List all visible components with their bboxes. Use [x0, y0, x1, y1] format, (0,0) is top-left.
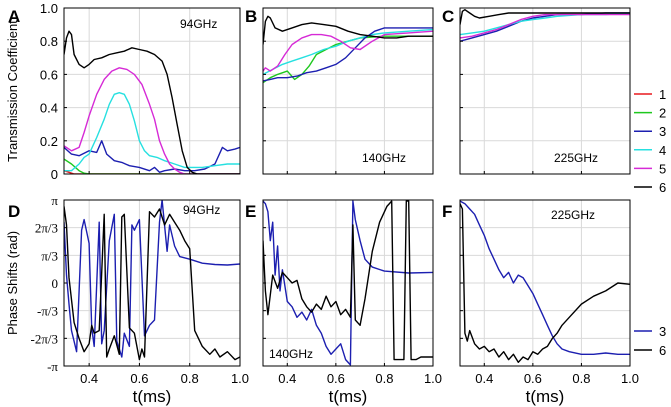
legend-bottom-label-6: 6: [659, 343, 666, 358]
panel-b-series-3: [263, 27, 433, 82]
panel-e-grid: [263, 199, 434, 367]
panel-a-ytick-label: 0.6: [40, 67, 58, 82]
panel-e-xtick-label: 0.8: [375, 371, 393, 386]
panel-d-ticks: 0.4 0.6 0.8 1.0 -π -2π/3 -π/3 0 π/3 2π/3 π: [30, 193, 249, 386]
panel-b-series: [263, 15, 433, 84]
xlabel-d: t(ms): [133, 387, 172, 406]
panel-a-series-6: [64, 30, 240, 174]
legend-top-label-2: 2: [659, 106, 666, 121]
panel-f-label: F: [442, 202, 452, 221]
legend-top-label-3: 3: [659, 124, 666, 139]
panel-d-ytick-label: -π: [47, 359, 58, 374]
panel-d-ytick-label: -2π/3: [30, 331, 58, 346]
panel-a-ytick-label: 0.8: [40, 34, 58, 49]
panel-c: C 225GHz: [442, 7, 631, 175]
panel-d-ylabel: Phase Shifts (rad): [5, 231, 20, 335]
panel-e-series-6: [263, 200, 433, 361]
panel-f-series-6: [460, 203, 630, 363]
panel-b-frame: [262, 7, 434, 175]
legend-top-label-5: 5: [659, 161, 666, 176]
panel-f-series: [460, 200, 630, 363]
panel-f-ticks: 0.4 0.6 0.8 1.0: [460, 199, 639, 386]
panel-a-grid: [64, 7, 241, 175]
panel-a: 0 0.2 0.4 0.6 0.8 1.0 A 94GHz Transmission Co…: [5, 1, 241, 182]
panel-c-series-6: [460, 8, 630, 25]
panel-a-ytick-label: 0: [51, 167, 58, 182]
panel-d-series: [64, 200, 240, 361]
panel-f-xtick-label: 0.6: [524, 371, 542, 386]
panel-d-xtick-label: 0.8: [181, 371, 199, 386]
panel-a-ylabel: Transmission Coefficient: [5, 20, 20, 162]
panel-c-series-5: [460, 13, 630, 39]
panel-c-annotation: 225GHz: [554, 151, 598, 165]
legend-bottom: 36: [634, 324, 666, 358]
panel-f-xtick-label: 0.4: [475, 371, 493, 386]
panel-e-ticks: 0.4 0.6 0.8 1.0: [263, 199, 442, 386]
panel-d-ytick-label: π/3: [41, 248, 58, 263]
panel-a-series: [64, 30, 240, 174]
panel-f-series-3: [460, 200, 630, 355]
panel-a-series-5: [64, 67, 240, 174]
panel-b-series-5: [263, 30, 433, 72]
panel-e-series-3: [263, 200, 433, 366]
panel-e-xtick-label: 1.0: [424, 371, 442, 386]
panel-f-xtick-label: 0.8: [572, 371, 590, 386]
panel-a-ytick-label: 0.2: [40, 134, 58, 149]
legend-top-label-4: 4: [659, 143, 666, 158]
panel-f-grid: [460, 199, 631, 367]
panel-e-xtick-label: 0.6: [327, 371, 345, 386]
panel-a-series-1: [64, 170, 240, 174]
panel-d-ytick-label: -π/3: [37, 304, 58, 319]
panel-a-series-2: [64, 158, 240, 174]
panel-d-series-6: [64, 206, 240, 361]
panel-d-ytick-label: π: [51, 193, 58, 208]
panel-a-annotation: 94GHz: [180, 17, 217, 31]
panel-a-series-3: [64, 140, 240, 174]
panel-f: 0.4 0.6 0.8 1.0 F 225GHz: [442, 199, 639, 386]
panel-b-annotation: 140GHz: [362, 151, 406, 165]
panel-c-label: C: [442, 7, 454, 26]
panel-d-xtick-label: 0.4: [80, 371, 98, 386]
panel-e-label: E: [245, 202, 256, 221]
panel-a-ytick-label: 0.4: [40, 101, 58, 116]
panel-d-annotation: 94GHz: [183, 203, 220, 217]
panel-a-series-4: [64, 91, 240, 172]
panel-d-ytick-label: 0: [52, 276, 59, 291]
panel-b-series-6: [263, 15, 433, 45]
panel-f-annotation: 225GHz: [551, 208, 595, 222]
panel-b-label: B: [245, 7, 257, 26]
panel-b-series-2: [263, 35, 433, 84]
legend-bottom-label-3: 3: [659, 324, 666, 339]
panel-e-annotation: 140GHz: [269, 347, 313, 361]
panel-d-label: D: [8, 202, 20, 221]
legend-top-label-6: 6: [659, 180, 666, 195]
panel-e-series: [263, 200, 433, 366]
panel-d-xtick-label: 0.6: [130, 371, 148, 386]
panel-d-ytick-label: 2π/3: [35, 221, 58, 236]
panel-b-series-4: [263, 28, 433, 76]
legend-top-label-1: 1: [659, 87, 666, 102]
panel-b-ticks: [263, 7, 434, 175]
panel-a-ytick-label: 1.0: [40, 1, 58, 16]
panel-d-series-3: [64, 200, 240, 358]
panel-c-ticks: [460, 7, 631, 175]
legend-top: 1 2 3 4 5 6: [634, 87, 666, 195]
panel-c-frame: [459, 7, 631, 175]
panel-d-xtick-label: 1.0: [231, 371, 249, 386]
panel-a-ticks: 0 0.2 0.4 0.6 0.8 1.0: [40, 1, 241, 182]
panel-c-series: [460, 8, 630, 42]
xlabel-f: t(ms): [526, 387, 565, 406]
panel-e: 0.4 0.6 0.8 1.0 E 140GHz: [245, 199, 442, 386]
panel-a-frame: [63, 7, 241, 175]
panel-b: B 140GHz: [245, 7, 434, 175]
xlabel-e: t(ms): [329, 387, 368, 406]
panel-e-xtick-label: 0.4: [278, 371, 296, 386]
panel-a-label: A: [8, 7, 20, 26]
panel-d: 0.4 0.6 0.8 1.0 -π -2π/3 -π/3 0 π/3 2π/3 π D 94GHz…: [5, 193, 249, 386]
panel-f-xtick-label: 1.0: [621, 371, 639, 386]
